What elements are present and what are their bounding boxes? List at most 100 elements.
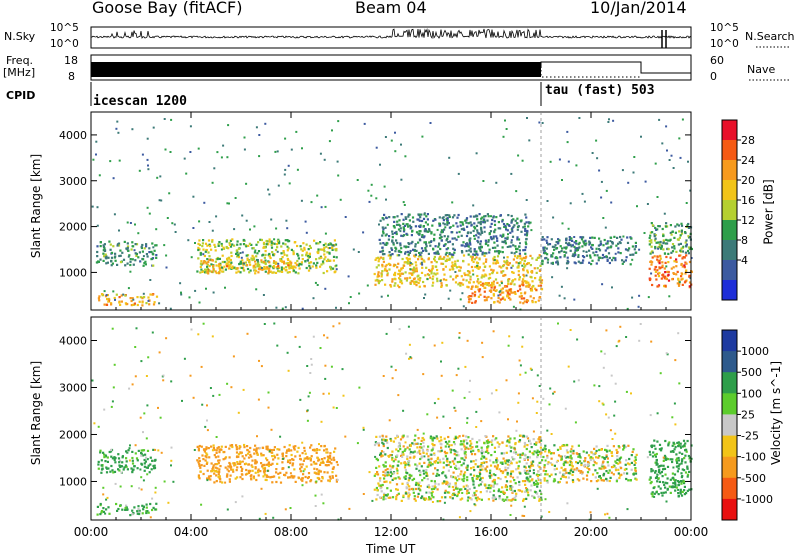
data-pixel	[656, 476, 658, 478]
data-pixel	[198, 477, 200, 479]
data-pixel	[268, 407, 270, 409]
data-pixel	[268, 392, 270, 394]
data-pixel	[218, 241, 220, 243]
data-pixel	[376, 442, 378, 444]
data-pixel	[389, 497, 391, 499]
data-pixel	[474, 248, 476, 250]
data-pixel	[526, 263, 528, 265]
data-pixel	[234, 462, 236, 464]
data-pixel	[389, 465, 391, 467]
data-pixel	[468, 271, 470, 273]
data-pixel	[464, 488, 466, 490]
data-pixel	[174, 224, 176, 226]
data-pixel	[534, 450, 536, 452]
data-pixel	[296, 264, 298, 266]
data-pixel	[223, 451, 225, 453]
data-pixel	[590, 257, 592, 259]
data-pixel	[600, 350, 602, 352]
data-pixel	[199, 460, 201, 462]
data-pixel	[201, 446, 203, 448]
data-pixel	[463, 462, 465, 464]
data-pixel	[592, 152, 594, 154]
data-pixel	[403, 229, 405, 231]
data-pixel	[397, 394, 399, 396]
data-pixel	[215, 249, 217, 251]
data-pixel	[264, 123, 266, 125]
data-pixel	[392, 496, 394, 498]
data-pixel	[415, 484, 417, 486]
data-pixel	[245, 473, 247, 475]
data-pixel	[218, 471, 220, 473]
data-pixel	[294, 448, 296, 450]
data-pixel	[437, 250, 439, 252]
data-pixel	[567, 141, 569, 143]
data-pixel	[485, 252, 487, 254]
data-pixel	[334, 447, 336, 449]
data-pixel	[154, 492, 156, 494]
data-pixel	[573, 236, 575, 238]
data-pixel	[197, 333, 199, 335]
data-pixel	[218, 263, 220, 265]
data-pixel	[271, 247, 273, 249]
data-pixel	[193, 397, 195, 399]
y-tick-label: 2000	[59, 221, 87, 234]
data-pixel	[275, 468, 277, 470]
data-pixel	[413, 478, 415, 480]
data-pixel	[680, 264, 682, 266]
data-pixel	[474, 294, 476, 296]
data-pixel	[473, 216, 475, 218]
data-pixel	[139, 469, 141, 471]
data-pixel	[564, 469, 566, 471]
data-pixel	[264, 254, 266, 256]
data-pixel	[582, 478, 584, 480]
data-pixel	[504, 286, 506, 288]
data-pixel	[551, 276, 553, 278]
data-pixel	[657, 196, 659, 198]
data-pixel	[243, 239, 245, 241]
data-pixel	[656, 285, 658, 287]
data-pixel	[197, 257, 199, 259]
data-pixel	[255, 288, 257, 290]
data-pixel	[602, 403, 604, 405]
data-pixel	[518, 278, 520, 280]
data-pixel	[147, 467, 149, 469]
data-pixel	[252, 470, 254, 472]
data-pixel	[417, 496, 419, 498]
data-pixel	[422, 373, 424, 375]
data-pixel	[481, 481, 483, 483]
data-pixel	[277, 473, 279, 475]
data-pixel	[439, 225, 441, 227]
data-pixel	[663, 460, 665, 462]
data-pixel	[431, 272, 433, 274]
data-pixel	[145, 243, 147, 245]
data-pixel	[420, 485, 422, 487]
data-pixel	[450, 476, 452, 478]
data-pixel	[521, 281, 523, 283]
data-pixel	[438, 223, 440, 225]
data-pixel	[596, 472, 598, 474]
data-pixel	[175, 231, 177, 233]
data-pixel	[281, 269, 283, 271]
data-pixel	[615, 467, 617, 469]
y-tick-label: 4000	[59, 129, 87, 142]
data-pixel	[551, 262, 553, 264]
data-pixel	[440, 436, 442, 438]
data-pixel	[213, 244, 215, 246]
data-pixel	[117, 453, 119, 455]
data-pixel	[616, 449, 618, 451]
data-pixel	[463, 254, 465, 256]
data-pixel	[638, 306, 640, 308]
data-pixel	[148, 251, 150, 253]
data-pixel	[297, 169, 299, 171]
data-pixel	[464, 452, 466, 454]
data-pixel	[461, 464, 463, 466]
data-pixel	[399, 478, 401, 480]
data-pixel	[479, 243, 481, 245]
data-pixel	[487, 452, 489, 454]
data-pixel	[683, 440, 685, 442]
data-pixel	[600, 240, 602, 242]
data-pixel	[157, 449, 159, 451]
data-pixel	[595, 476, 597, 478]
data-pixel	[398, 270, 400, 272]
data-pixel	[653, 440, 655, 442]
